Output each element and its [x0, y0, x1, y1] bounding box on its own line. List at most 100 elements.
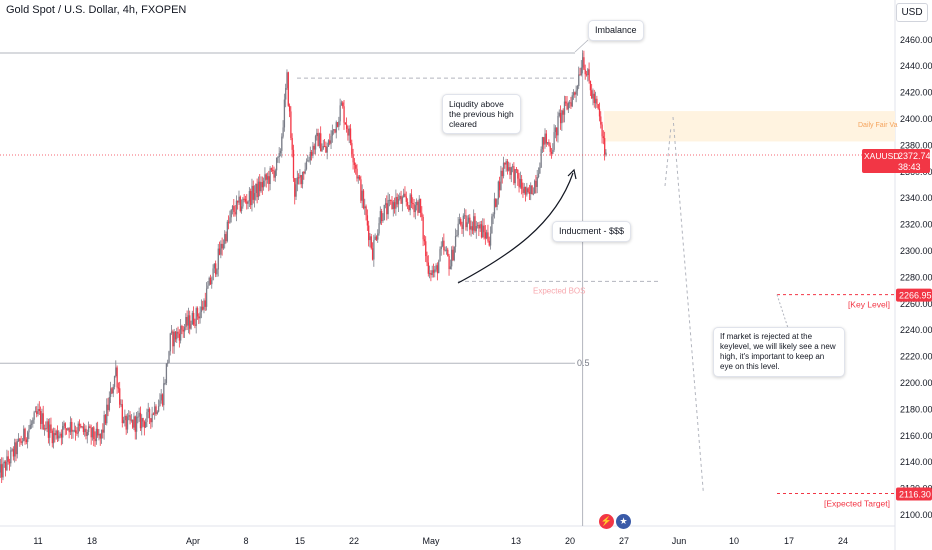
candle-up	[30, 423, 33, 425]
candle-down	[562, 110, 564, 115]
candle-down	[150, 418, 152, 423]
candle-down	[215, 263, 217, 275]
candle-down	[68, 428, 70, 433]
candle-up	[295, 184, 297, 197]
candle-down	[360, 179, 362, 201]
candle-down	[393, 202, 396, 209]
candle-down	[290, 111, 292, 138]
candle-down	[80, 425, 82, 428]
candle-down	[421, 212, 423, 217]
candle-down	[75, 430, 77, 433]
candle-up	[87, 426, 90, 433]
candle-down	[417, 201, 419, 213]
candle-down	[347, 128, 349, 136]
candle-up	[333, 129, 335, 131]
price-tick-label: 2300.00	[900, 246, 932, 256]
candle-up	[16, 441, 18, 455]
candle-down	[177, 331, 179, 334]
candle-down	[121, 404, 123, 424]
candle-down	[329, 140, 331, 144]
candle-up	[395, 196, 397, 209]
candle-up	[231, 206, 234, 210]
candle-up	[33, 412, 35, 420]
candle-down	[239, 196, 241, 211]
time-axis[interactable]: 11 18 Apr 8 15 22 May 13 20 27 Jun 10 17 24	[33, 536, 848, 546]
candle-down	[517, 169, 519, 179]
candle-down	[204, 300, 206, 307]
candle-up	[6, 456, 8, 471]
candle-down	[139, 412, 142, 429]
candle-down	[583, 57, 585, 70]
candle-down	[518, 178, 520, 188]
candle-down	[189, 315, 191, 329]
candle-down	[45, 428, 47, 430]
price-tick-label: 2380.00	[900, 140, 932, 150]
candle-down	[480, 224, 483, 238]
candle-up	[147, 409, 149, 413]
candle-down	[273, 170, 275, 178]
candle-down	[344, 122, 347, 125]
price-tick-label: 2460.00	[900, 35, 932, 45]
candle-down	[366, 215, 369, 226]
candle-down	[358, 176, 361, 180]
candle-up	[340, 102, 343, 106]
price-tick-label: 2140.00	[900, 457, 932, 467]
candle-up	[224, 234, 226, 245]
candle-up	[247, 201, 249, 204]
candle-up	[282, 127, 284, 137]
candle-down	[15, 442, 17, 455]
rejection-line-1: If market is rejected at the	[720, 332, 813, 341]
candle-down	[111, 388, 113, 394]
price-tick-label: 2440.00	[900, 61, 932, 71]
candle-up	[312, 145, 314, 156]
candle-up	[255, 183, 257, 194]
currency-button[interactable]: USD	[896, 3, 928, 22]
us-flag-icon[interactable]: ★	[616, 514, 631, 529]
candle-down	[336, 122, 339, 127]
time-tick-label: Apr	[186, 536, 200, 546]
candle-down	[513, 166, 515, 184]
candle-up	[470, 226, 472, 230]
candle-up	[383, 204, 385, 221]
candle-down	[426, 256, 428, 263]
candle-up	[388, 199, 391, 201]
candle-down	[233, 206, 235, 212]
candle-up	[378, 223, 380, 234]
candle-down	[234, 211, 236, 215]
candle-up	[0, 464, 2, 473]
candle-down	[291, 137, 293, 150]
candle-up	[130, 419, 133, 421]
candle-up	[43, 428, 46, 430]
price-tick-label: 2280.00	[900, 272, 932, 282]
candle-down	[565, 101, 567, 104]
candle-down	[104, 414, 107, 424]
countdown-text: 38:43	[898, 162, 921, 172]
candle-up	[482, 225, 484, 238]
candle-down	[443, 240, 445, 251]
candle-down	[460, 219, 462, 225]
candle-down	[51, 430, 53, 444]
current-price-tag	[862, 148, 930, 173]
candle-up	[416, 201, 418, 206]
candle-up	[335, 122, 337, 133]
candle-up	[58, 435, 60, 439]
candle-up	[52, 433, 55, 444]
candle-down	[506, 161, 509, 171]
candle-down	[370, 236, 372, 249]
price-tick-label: 2180.00	[900, 404, 932, 414]
level-lines	[0, 52, 895, 526]
candle-up	[183, 327, 186, 332]
flash-icon[interactable]: ⚡	[599, 514, 614, 529]
target-price-text: 2116.30	[899, 489, 931, 499]
candle-up	[163, 383, 165, 406]
candle-down	[396, 196, 398, 205]
candle-down	[142, 418, 144, 422]
key-level-price-tag	[896, 288, 932, 302]
candle-up	[387, 200, 389, 215]
candle-up	[514, 169, 516, 184]
candle-up	[122, 420, 125, 424]
candle-down	[356, 168, 358, 179]
candle-up	[511, 166, 514, 168]
price-axis[interactable]: 2100.002120.002140.002160.002180.002200.…	[900, 35, 932, 520]
